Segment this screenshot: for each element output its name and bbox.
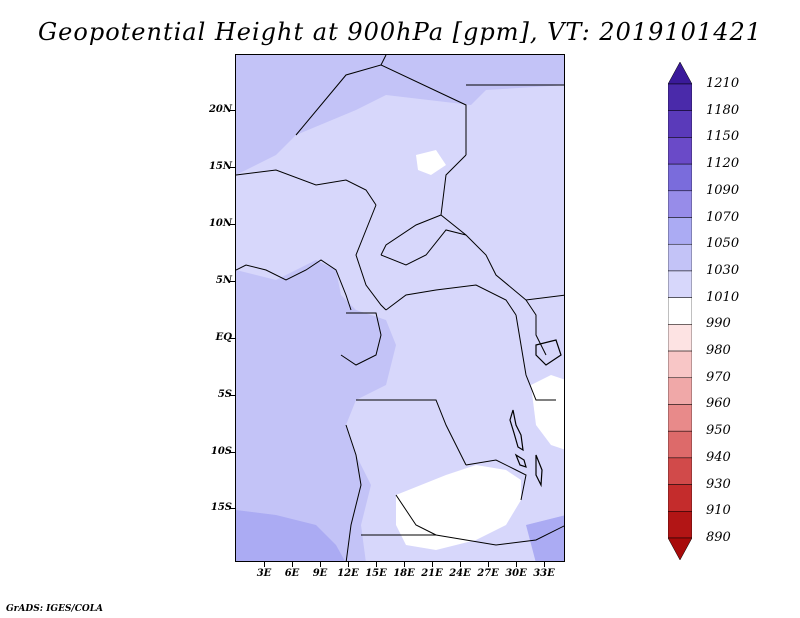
lake-victoria — [535, 339, 562, 366]
lon-label-3e: 3E — [256, 568, 272, 579]
fill-band-1050-ocean — [236, 260, 396, 561]
lat-tick — [229, 110, 235, 111]
colorbar-segment — [668, 297, 692, 325]
lon-tick — [404, 562, 405, 567]
lat-label-10n: 10N — [208, 218, 232, 229]
colorbar-segment — [668, 350, 692, 379]
lake-malawi — [535, 454, 543, 488]
lake-mweru — [514, 453, 527, 468]
colorbar-segment — [668, 217, 692, 245]
colorbar-label: 970 — [706, 369, 731, 385]
colorbar — [668, 62, 692, 560]
colorbar-label: 890 — [706, 530, 731, 545]
colorbar-segment — [668, 243, 692, 272]
colorbar-segment — [668, 377, 692, 405]
country-borders — [236, 55, 564, 561]
colorbar-label: 1120 — [706, 156, 740, 172]
lon-label-6e: 6E — [284, 568, 300, 579]
colorbar-label: 1180 — [706, 102, 740, 118]
lon-label-9e: 9E — [312, 568, 328, 579]
colorbar-label: 960 — [706, 396, 731, 412]
fill-band-1010-south — [396, 465, 521, 550]
colorbar-label: 1070 — [706, 209, 740, 225]
lat-label-15n: 15N — [208, 161, 232, 172]
lat-tick — [229, 281, 235, 282]
lon-tick — [516, 562, 517, 567]
colorbar-segment — [668, 270, 692, 298]
colorbar-label: 910 — [706, 503, 731, 519]
lon-tick — [488, 562, 489, 567]
colorbar-segment — [668, 83, 692, 111]
colorbar-segment — [668, 404, 692, 432]
lake-tanganyika — [509, 409, 524, 452]
colorbar-segment — [668, 430, 692, 459]
plot-title: Geopotential Height at 900hPa [gpm], VT:… — [38, 18, 762, 46]
colorbar-label: 930 — [706, 476, 731, 492]
fill-band-1010-north — [416, 150, 446, 175]
colorbar-label: 1210 — [706, 76, 740, 91]
map-canvas — [236, 55, 564, 561]
lat-tick — [229, 224, 235, 225]
colorbar-label: 1010 — [706, 289, 740, 305]
lat-label-eq: EQ — [215, 332, 232, 343]
lat-label-5s: 5S — [217, 389, 232, 400]
fill-band-1070-se — [526, 515, 564, 561]
lon-tick — [544, 562, 545, 567]
lat-label-20n: 20N — [208, 104, 232, 115]
footer-credit: GrADS: IGES/COLA — [6, 604, 104, 614]
colorbar-label: 950 — [706, 423, 731, 439]
colorbar-label: 1150 — [706, 129, 740, 145]
lon-tick — [320, 562, 321, 567]
colorbar-segment — [668, 511, 692, 539]
lon-tick — [348, 562, 349, 567]
colorbar-label: 1090 — [706, 182, 740, 198]
colorbar-top-triangle — [668, 62, 692, 85]
fill-band-1010-east — [531, 375, 564, 450]
colorbar-segment — [668, 484, 692, 512]
lon-label-21e: 21E — [421, 568, 443, 579]
colorbar-label: 990 — [706, 316, 731, 332]
colorbar-segment — [668, 163, 692, 192]
lat-label-15s: 15S — [210, 502, 232, 513]
lon-label-30e: 30E — [505, 568, 527, 579]
lat-tick — [229, 452, 235, 453]
lat-tick — [229, 395, 235, 396]
lat-label-5n: 5N — [215, 275, 232, 286]
colorbar-bottom-triangle — [668, 537, 692, 560]
lon-tick — [292, 562, 293, 567]
lon-label-15e: 15E — [365, 568, 387, 579]
colorbar-segment — [668, 190, 692, 218]
colorbar-label: 1030 — [706, 262, 740, 278]
lat-tick — [229, 167, 235, 168]
fill-band-1070-sw — [236, 510, 345, 561]
colorbar-label: 980 — [706, 343, 731, 359]
lon-label-18e: 18E — [393, 568, 415, 579]
colorbar-segment — [668, 110, 692, 138]
lon-label-27e: 27E — [477, 568, 499, 579]
lon-tick — [376, 562, 377, 567]
lon-tick — [264, 562, 265, 567]
colorbar-label: 1050 — [706, 236, 740, 252]
lat-tick — [229, 508, 235, 509]
map-panel — [235, 54, 565, 562]
colorbar-label: 940 — [706, 449, 731, 465]
lon-label-33e: 33E — [533, 568, 555, 579]
lon-label-24e: 24E — [449, 568, 471, 579]
lat-label-10s: 10S — [210, 446, 232, 457]
lakes — [509, 339, 562, 488]
colorbar-segment — [668, 457, 692, 485]
colorbar-segment — [668, 324, 692, 352]
lat-tick — [229, 338, 235, 339]
lon-tick — [460, 562, 461, 567]
lon-label-12e: 12E — [337, 568, 359, 579]
lon-tick — [432, 562, 433, 567]
colorbar-segment — [668, 137, 692, 165]
